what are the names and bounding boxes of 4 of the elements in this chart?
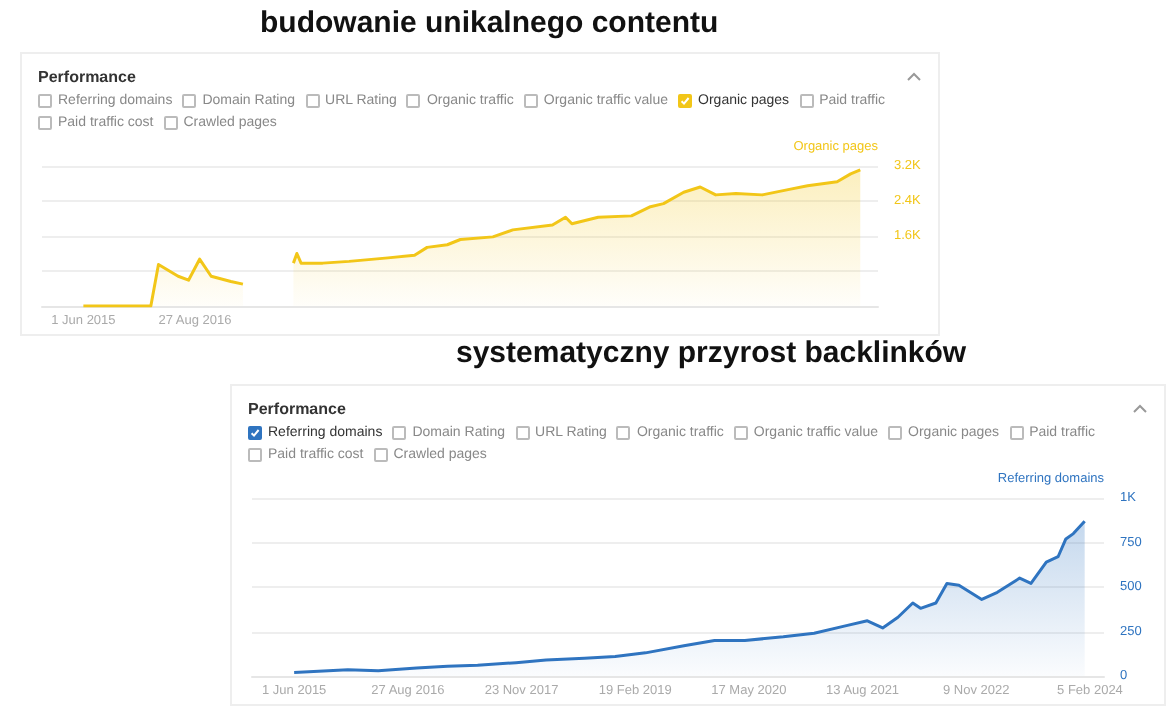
chart-title: budowanie unikalnego contentu — [260, 6, 719, 40]
chart-title: systematyczny przyrost backlinków — [456, 336, 967, 370]
text: Performance — [38, 67, 136, 85]
text: Performance — [248, 399, 346, 417]
